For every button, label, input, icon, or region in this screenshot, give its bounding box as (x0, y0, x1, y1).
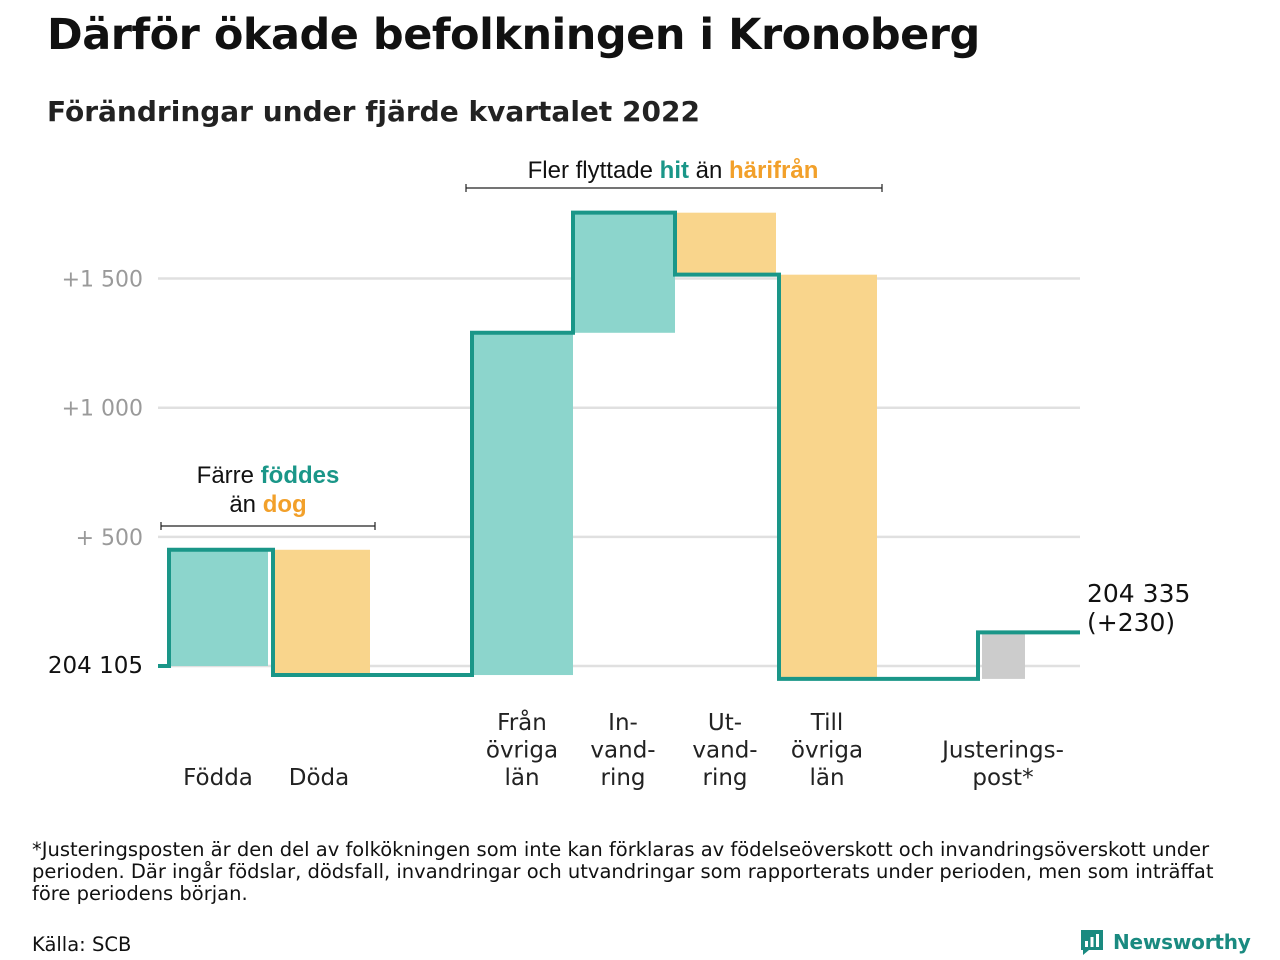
brand-logo: Newsworthy (1079, 928, 1251, 956)
category-label: övriga (486, 738, 558, 764)
brand-name: Newsworthy (1113, 930, 1251, 954)
annotation-span: än (689, 157, 729, 184)
end-value-label: 204 335 (1087, 579, 1190, 608)
newsworthy-logo-icon (1081, 930, 1103, 955)
waterfall-chart: +1 500+1 000+ 500 Födda DödaFrånövrigalän… (48, 157, 1191, 791)
chart-subtitle: Förändringar under fjärde kvartalet 2022 (47, 95, 700, 128)
category-label: In- (608, 710, 638, 736)
category-label: ring (702, 765, 747, 791)
bar (675, 212, 776, 275)
category-label: ring (600, 765, 645, 791)
category-label: Födda (183, 765, 253, 791)
category-label: Döda (289, 765, 349, 791)
chart-title: Därför ökade befolkningen i Kronoberg (47, 10, 980, 60)
end-change-label: (+230) (1087, 608, 1175, 637)
annotation-span: härifrån (729, 157, 818, 184)
category-label: Justerings- (940, 738, 1064, 764)
category-label: Till (810, 710, 844, 736)
annotation-span: Fler flyttade (528, 157, 660, 184)
annotation-text: Fler flyttade hit än härifrån (528, 157, 819, 184)
bar (472, 332, 573, 676)
annotation-span: dog (263, 491, 307, 518)
bar (573, 212, 675, 333)
cumulative-line (158, 210, 1080, 681)
annotation-span: än (229, 491, 262, 518)
footnote: *Justeringsposten är den del av folkökni… (32, 838, 1214, 905)
category-label: post* (972, 765, 1033, 791)
y-tick-label: + 500 (76, 526, 143, 551)
bar (982, 632, 1025, 679)
category-label: län (504, 765, 539, 791)
category-labels: Födda DödaFrånövrigalänIn-vand-ringUt-van… (183, 708, 1064, 791)
category-label: Från (497, 708, 547, 736)
value-labels: 204 105 204 335(+230) (48, 579, 1191, 679)
bar (169, 549, 268, 666)
category-label: vand- (692, 738, 757, 764)
bar (779, 274, 877, 679)
category-label: län (809, 765, 844, 791)
annotation-text: än dog (229, 491, 306, 518)
source-note: Källa: SCB (32, 933, 132, 956)
category-label: Ut- (708, 710, 742, 736)
annotation-span: föddes (261, 462, 340, 489)
category-label: övriga (791, 738, 863, 764)
bars (169, 212, 1025, 679)
cumulative-path (158, 210, 1080, 681)
category-label: vand- (590, 738, 655, 764)
y-tick-label: +1 500 (62, 268, 143, 293)
y-axis-ticks: +1 500 +1 000 + 500 (62, 268, 143, 551)
bar (273, 549, 370, 676)
start-value-label: 204 105 (48, 653, 143, 679)
y-tick-label: +1 000 (62, 397, 143, 422)
annotation-text: Färre föddes (197, 462, 340, 489)
annotation-span: Färre (197, 462, 261, 489)
annotation-span: hit (660, 157, 689, 184)
